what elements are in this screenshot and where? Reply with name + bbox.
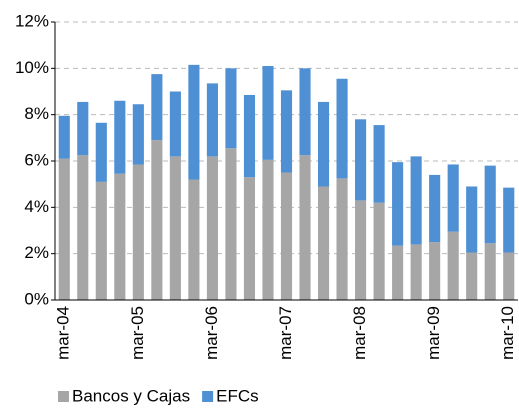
y-tick-label: 0% [24, 289, 49, 308]
bar-segment [429, 174, 441, 243]
bar-segment [114, 173, 126, 300]
x-tick-label: mar-06 [202, 306, 221, 360]
legend-label: Bancos y Cajas [72, 386, 190, 405]
y-tick-label: 10% [15, 58, 49, 77]
bar-segment [243, 94, 256, 178]
bar-segment [484, 243, 496, 300]
bar-segment [373, 125, 385, 203]
bar-segment [355, 119, 367, 201]
x-tick-label: mar-08 [350, 306, 369, 360]
bar-segment [299, 155, 311, 300]
bar-segment [95, 181, 107, 300]
bar-segment [151, 140, 163, 300]
bar-segment [132, 164, 144, 300]
bar-segment [336, 178, 348, 300]
bar-segment [58, 115, 70, 159]
bar-segment [243, 177, 256, 300]
bar-segment [225, 68, 237, 149]
bar-segment [169, 91, 181, 157]
bar-segment [410, 244, 422, 300]
bar-segment [225, 148, 237, 300]
bar-segment [206, 83, 218, 157]
bar-segment [206, 156, 218, 300]
bar-segment [503, 252, 515, 300]
x-tick-label: mar-10 [498, 306, 517, 360]
y-tick-label: 2% [24, 243, 49, 262]
bar-segment [466, 186, 478, 253]
bar-segment [77, 155, 89, 300]
x-tick-label: mar-07 [276, 306, 295, 360]
bar-segment [503, 187, 515, 253]
bar-segment [280, 90, 293, 173]
bar-segment [466, 252, 478, 300]
legend-swatch [202, 391, 214, 402]
x-tick-label: mar-05 [128, 306, 147, 360]
bar-segment [188, 179, 200, 300]
bar-segment [392, 245, 404, 300]
bar-segment [95, 122, 107, 182]
bar-segment [58, 158, 70, 300]
bar-segment [410, 156, 422, 245]
bar-segment [447, 231, 459, 300]
y-tick-label: 12% [15, 11, 49, 30]
bar-segment [77, 101, 89, 156]
bar-segment [429, 242, 441, 300]
bar-segment [336, 78, 348, 179]
legend-label: EFCs [216, 386, 259, 405]
bar-segment [262, 66, 274, 160]
bar-segment [447, 164, 459, 232]
x-tick-label: mar-09 [424, 306, 443, 360]
y-tick-label: 8% [24, 104, 49, 123]
x-tick-label: mar-04 [54, 306, 73, 360]
bar-segment [299, 68, 311, 156]
bar-segment [317, 101, 330, 187]
bar-segment [355, 200, 367, 300]
bar-segment [151, 74, 163, 141]
bar-segment [280, 172, 293, 300]
bar-segment [114, 100, 126, 174]
bar-segment [484, 165, 496, 244]
bar-segment [188, 64, 200, 180]
bar-segment [169, 156, 181, 300]
bar-segment [392, 162, 404, 246]
bar-segment [132, 104, 144, 165]
legend-swatch [58, 391, 69, 402]
y-tick-label: 6% [24, 150, 49, 169]
bar-segment [373, 202, 385, 300]
bar-segment [262, 159, 274, 300]
bar-segment [317, 186, 330, 300]
y-tick-label: 4% [24, 197, 49, 216]
